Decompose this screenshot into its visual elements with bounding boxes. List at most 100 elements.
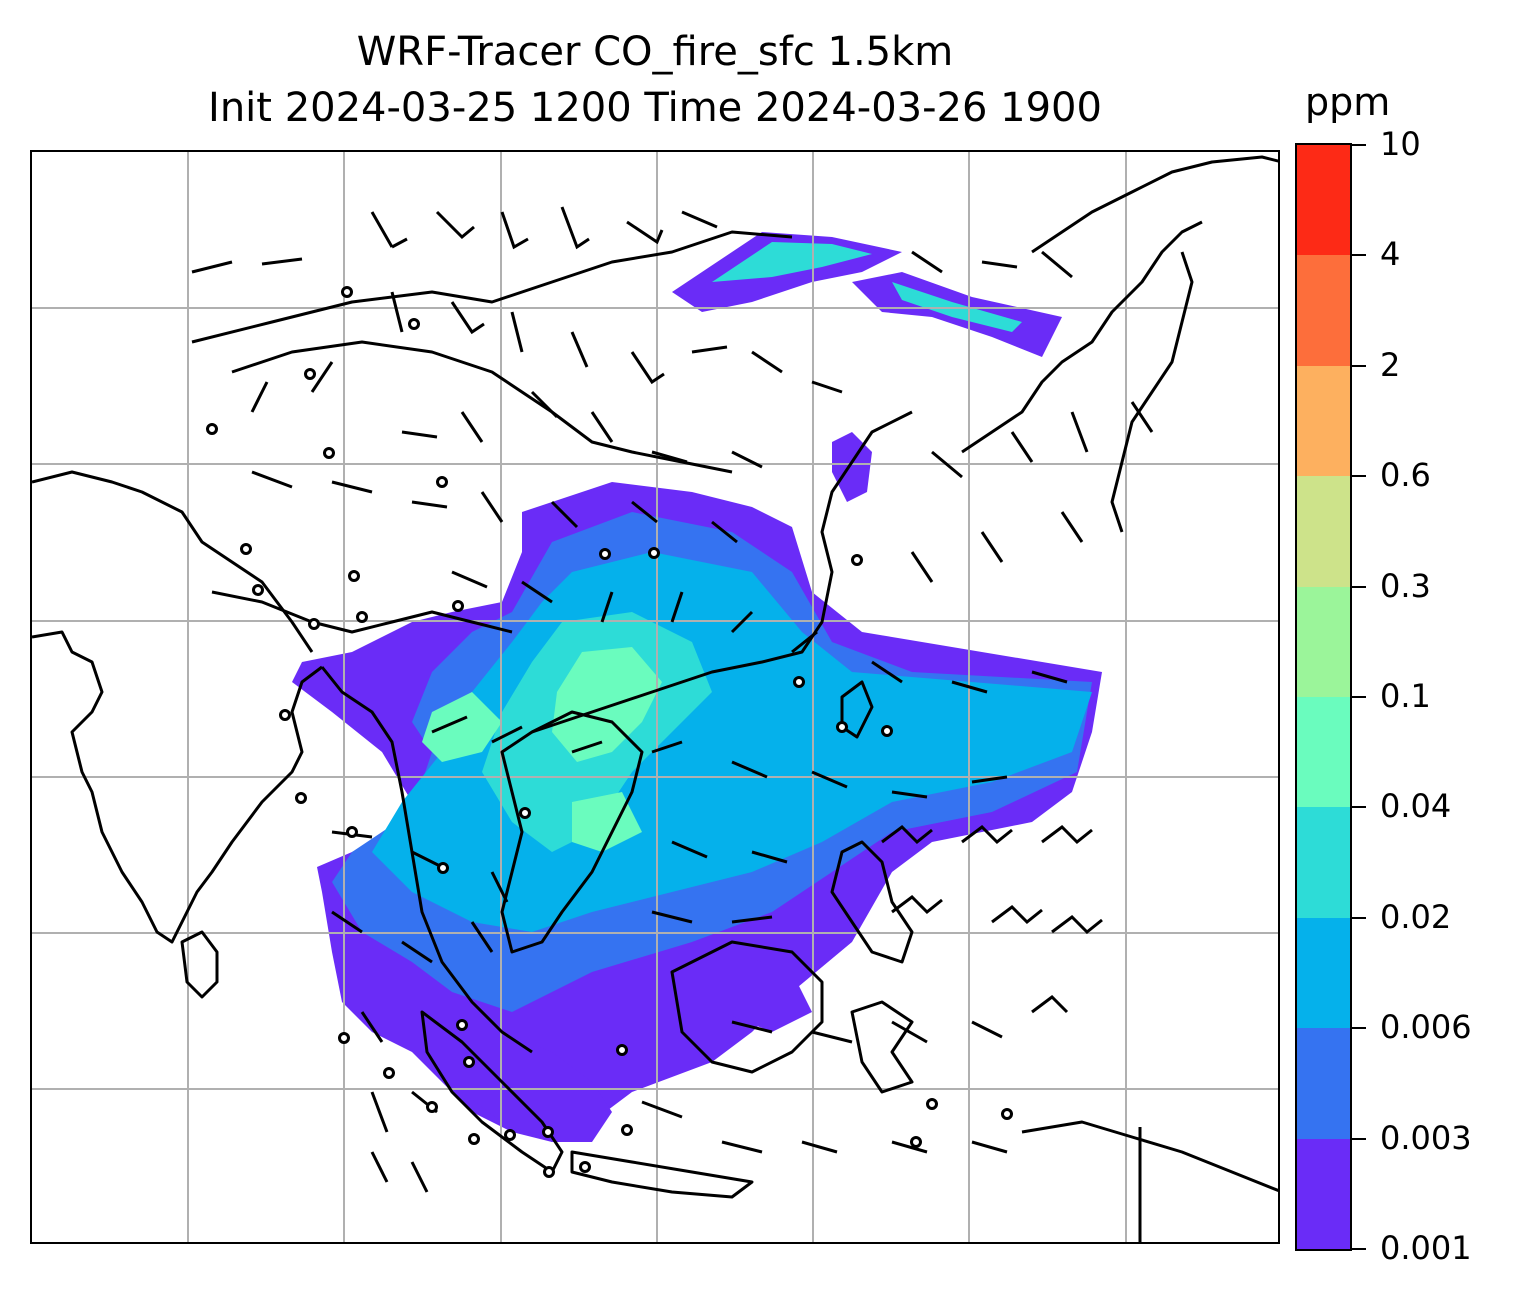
coastline-northeast [1031,155,1278,254]
wind-barb [721,1140,763,1154]
wind-barb [691,345,728,354]
field-north-plume-inner [712,242,872,282]
colorbar-segment [1297,144,1350,256]
calm-circle [456,1019,468,1031]
wind-barb [530,390,559,419]
coastline-new-guinea [1021,1120,1278,1193]
wind-barb [480,491,504,523]
wind-barb [571,740,603,754]
tracer-field [292,232,1102,1142]
wind-barb [891,895,943,915]
wind-barb [1031,670,1068,684]
colorbar-segment [1297,586,1350,697]
calm-circle [616,1044,628,1056]
colorbar-tick [1352,1137,1366,1140]
calm-circle [543,1166,555,1178]
calm-circle [308,618,320,630]
wind-barb [751,850,788,864]
wind-barb [991,905,1043,925]
colorbar-tick [1352,364,1366,367]
chart-title-line-2: Init 2024-03-25 1200 Time 2024-03-26 190… [208,85,1102,131]
field-south-plume [452,1032,612,1142]
calm-circle [910,1136,922,1148]
wind-barb [410,1161,429,1193]
calm-circle [542,1126,554,1138]
wind-barb [981,260,1018,269]
field-south-east [672,952,812,1032]
calm-circle [346,826,358,838]
wind-barb [600,591,614,623]
wind-barb [891,1140,928,1154]
wind-barb [431,715,468,734]
calm-circle [341,286,353,298]
colorbar-tick [1352,585,1366,588]
wind-barb [811,1030,853,1044]
field-core-2 [552,647,662,762]
calm-circle [519,807,531,819]
wind-barb [370,1151,389,1183]
wind-barb [651,910,693,924]
wind-barb [731,915,773,924]
wind-barb [590,411,614,443]
colorbar-segment [1297,365,1350,477]
colorbar-segment [1297,475,1350,587]
wind-barb [881,825,933,845]
wind-barb [671,840,708,859]
coastline-philippines [830,840,914,964]
wind-barb [370,1091,389,1133]
wind-barb [411,850,443,869]
wind-barb [510,311,524,353]
wind-barb [435,210,475,240]
colorbar-tick-label: 0.6 [1380,456,1431,495]
wind-barb [191,260,233,274]
colorbar [1295,143,1352,1251]
calm-circle [383,1067,395,1079]
wind-barb [751,350,783,374]
wind-barb [651,740,683,754]
colorbar-tick-label: 0.003 [1380,1118,1472,1157]
colorbar-unit-label: ppm [1305,80,1391,124]
wind-barb [811,770,848,789]
wind-barb [681,210,718,229]
colorbar-tick-label: 0.02 [1380,897,1452,936]
calm-circle [304,368,316,380]
wind-barb [331,480,373,494]
calm-circle [295,792,307,804]
wind-barb [731,450,763,469]
wind-barb [310,361,334,393]
coastline-india [32,630,323,944]
colorbar-tick-label: 0.001 [1380,1229,1472,1267]
wind-barb [951,680,988,694]
wind-barb [491,725,523,744]
colorbar-tick-label: 0.1 [1380,677,1431,715]
wind-barb [651,450,688,464]
field-core-3 [422,692,502,762]
calm-circle [348,570,360,582]
wind-barb [261,257,303,266]
colorbar-segment [1297,917,1350,1029]
calm-circle [599,548,611,560]
wind-barb [1010,431,1034,463]
wind-barb [411,500,448,509]
wind-barb [731,1020,773,1034]
wind-barb [360,1011,384,1043]
wind-barb [401,940,433,964]
wind-barb [630,351,665,385]
wind-barb [731,760,768,779]
coastline-japan-islands [1110,251,1194,533]
colorbar-tick [1352,696,1366,698]
calm-circle [648,547,660,559]
wind-barb [370,211,408,249]
calm-circle [468,1133,480,1145]
wind-barb [1041,250,1073,279]
wind-barb [570,331,589,368]
calm-circle [436,476,448,488]
wind-barb [451,570,488,589]
chart-title-line-1: WRF-Tracer CO_fire_sfc 1.5km [356,29,954,75]
wind-barb [711,520,738,544]
wind-barb [521,580,553,604]
calm-circle [252,584,264,596]
colorbar-segment [1297,1138,1350,1249]
coastline-sulawesi [850,1000,914,1094]
wind-barb [971,775,1008,784]
